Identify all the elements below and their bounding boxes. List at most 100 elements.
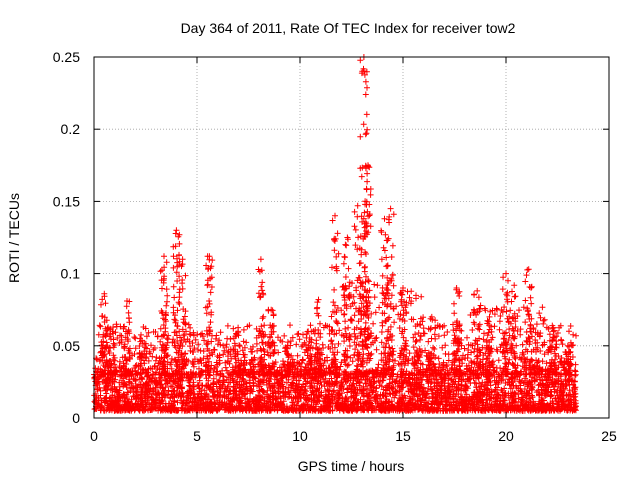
data-point bbox=[259, 339, 266, 346]
data-point bbox=[169, 383, 176, 390]
data-point bbox=[259, 279, 266, 286]
data-point bbox=[274, 400, 281, 407]
data-point bbox=[529, 394, 536, 401]
data-point bbox=[507, 307, 514, 314]
data-point bbox=[331, 387, 337, 394]
data-point bbox=[354, 390, 360, 397]
data-point bbox=[506, 381, 513, 388]
data-point bbox=[167, 383, 174, 389]
data-point bbox=[374, 392, 381, 399]
data-point bbox=[178, 385, 185, 392]
data-point bbox=[501, 391, 508, 398]
data-point bbox=[281, 332, 288, 339]
data-point bbox=[450, 399, 457, 406]
data-point bbox=[512, 355, 519, 362]
data-point bbox=[410, 344, 417, 351]
data-point bbox=[520, 351, 527, 358]
data-point bbox=[160, 385, 166, 392]
data-point bbox=[515, 385, 522, 392]
data-point bbox=[224, 335, 231, 342]
data-point bbox=[418, 293, 425, 300]
data-point bbox=[406, 350, 413, 357]
data-point bbox=[216, 337, 223, 344]
data-point bbox=[450, 378, 457, 385]
data-point bbox=[495, 357, 502, 364]
chart-title: Day 364 of 2011, Rate Of TEC Index for r… bbox=[181, 20, 516, 36]
data-point bbox=[393, 388, 400, 395]
data-point bbox=[261, 322, 268, 329]
data-point bbox=[435, 355, 442, 362]
data-point bbox=[230, 325, 237, 332]
data-point bbox=[484, 400, 491, 407]
data-point bbox=[370, 320, 377, 327]
data-point bbox=[394, 383, 401, 389]
data-point bbox=[371, 294, 378, 301]
data-point bbox=[478, 383, 485, 390]
data-point bbox=[426, 395, 432, 402]
data-point bbox=[524, 308, 531, 315]
data-point bbox=[217, 329, 224, 336]
data-point bbox=[441, 332, 448, 339]
data-point bbox=[433, 376, 439, 383]
data-point bbox=[239, 375, 246, 382]
data-point bbox=[528, 385, 535, 392]
data-point bbox=[469, 327, 476, 333]
data-point bbox=[570, 331, 577, 338]
data-point bbox=[170, 283, 177, 290]
data-point bbox=[509, 389, 516, 396]
data-point bbox=[179, 277, 186, 283]
data-point bbox=[498, 377, 505, 384]
data-point bbox=[325, 387, 332, 394]
data-point bbox=[195, 382, 202, 389]
data-point bbox=[250, 382, 257, 389]
data-point bbox=[540, 320, 547, 327]
data-point bbox=[339, 390, 345, 397]
data-point bbox=[243, 404, 250, 411]
data-point bbox=[510, 382, 517, 389]
data-point bbox=[372, 309, 379, 316]
data-point bbox=[125, 309, 132, 316]
data-points bbox=[91, 54, 579, 414]
data-point bbox=[484, 378, 491, 385]
data-point bbox=[494, 348, 501, 355]
data-point bbox=[520, 304, 527, 311]
data-point bbox=[171, 294, 178, 301]
data-point bbox=[371, 281, 378, 288]
data-point bbox=[294, 398, 301, 405]
data-point bbox=[362, 319, 369, 326]
data-point bbox=[491, 323, 498, 330]
data-point bbox=[98, 402, 105, 409]
data-point bbox=[258, 283, 265, 290]
data-point bbox=[420, 325, 427, 332]
data-point bbox=[518, 394, 525, 401]
data-point bbox=[256, 388, 263, 395]
data-point bbox=[567, 323, 574, 329]
data-point bbox=[207, 289, 214, 296]
data-point bbox=[96, 322, 103, 329]
data-point bbox=[356, 382, 363, 389]
data-point bbox=[375, 361, 382, 368]
data-point bbox=[380, 377, 387, 384]
data-point bbox=[373, 395, 380, 402]
data-point bbox=[518, 388, 524, 395]
data-point bbox=[295, 330, 302, 337]
data-point bbox=[97, 387, 104, 394]
data-point bbox=[496, 326, 503, 333]
data-point bbox=[298, 384, 305, 391]
data-point bbox=[520, 397, 526, 404]
data-point bbox=[366, 377, 373, 384]
data-point bbox=[259, 287, 266, 294]
data-point bbox=[240, 351, 247, 358]
data-point bbox=[506, 356, 513, 363]
data-point bbox=[293, 380, 300, 387]
data-point bbox=[328, 338, 335, 345]
data-point bbox=[413, 292, 419, 299]
data-point bbox=[391, 319, 398, 326]
data-point bbox=[365, 278, 372, 285]
data-point bbox=[566, 328, 572, 335]
data-point bbox=[209, 257, 216, 264]
data-point bbox=[359, 387, 366, 394]
data-point bbox=[463, 391, 470, 398]
grid-lines bbox=[94, 57, 609, 418]
data-point bbox=[374, 282, 381, 289]
